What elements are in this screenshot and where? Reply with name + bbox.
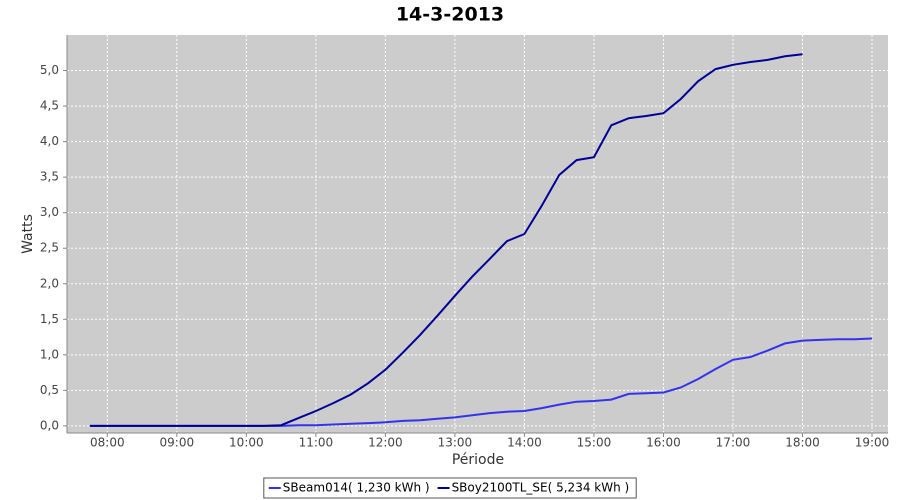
y-tick-label: 1,0 — [40, 347, 59, 361]
y-tick-label: 3,0 — [40, 205, 59, 219]
y-tick-label: 5,0 — [40, 63, 59, 77]
x-tick-label: 09:00 — [160, 436, 195, 450]
x-tick-label: 16:00 — [646, 436, 681, 450]
x-tick-label: 17:00 — [716, 436, 751, 450]
x-tick-label: 18:00 — [785, 436, 820, 450]
x-tick-label: 10:00 — [229, 436, 264, 450]
x-tick-label: 13:00 — [438, 436, 473, 450]
y-tick-label: 2,5 — [40, 241, 59, 255]
x-tick-label: 08:00 — [90, 436, 125, 450]
y-axis-label: Watts — [20, 214, 36, 254]
y-tick-label: 4,0 — [40, 134, 59, 148]
legend-label: SBeam014( 1,230 kWh ) — [283, 481, 430, 495]
x-tick-label: 12:00 — [368, 436, 403, 450]
y-tick-label: 2,0 — [40, 276, 59, 290]
y-tick-label: 4,5 — [40, 99, 59, 113]
x-axis-label: Période — [452, 452, 504, 468]
legend-box — [263, 477, 637, 499]
y-tick-label: 0,0 — [40, 418, 59, 432]
x-tick-label: 15:00 — [577, 436, 612, 450]
legend: SBeam014( 1,230 kWh ) SBoy2100TL_SE( 5,23… — [263, 477, 637, 499]
legend-label: SBoy2100TL_SE( 5,234 kWh ) — [452, 481, 630, 495]
y-tick-label: 0,5 — [40, 383, 59, 397]
plot-area — [67, 35, 888, 433]
x-tick-label: 14:00 — [507, 436, 542, 450]
chart-title: 14-3-2013 — [396, 4, 504, 26]
x-tick-label: 11:00 — [299, 436, 334, 450]
y-tick-label: 1,5 — [40, 312, 59, 326]
x-tick-label: 19:00 — [855, 436, 890, 450]
y-tick-label: 3,5 — [40, 170, 59, 184]
series-line — [89, 53, 803, 427]
